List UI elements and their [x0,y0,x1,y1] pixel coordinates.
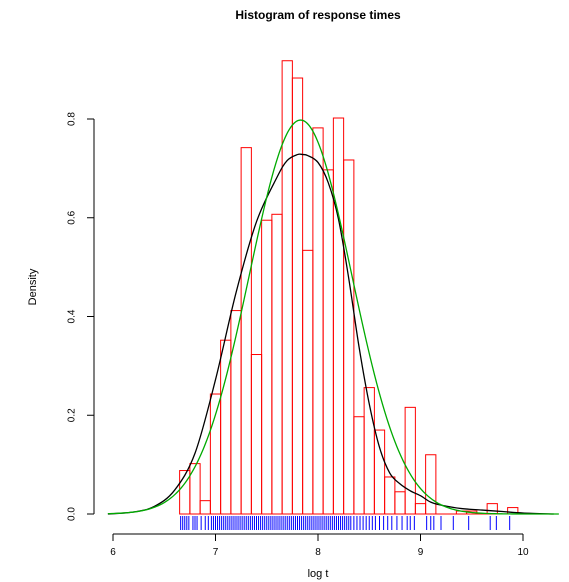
histogram-bar [199,500,211,515]
normal-fit-curve [107,119,559,515]
y-tick-label: 0.8 [67,112,78,126]
y-tick-label: 0.6 [67,210,78,224]
density-curve [107,153,554,515]
histogram-bar [343,159,355,515]
histogram-bar [332,117,345,515]
y-tick-label: 0.2 [67,408,78,422]
histogram-bar [394,491,406,515]
histogram-bar [189,463,201,515]
y-tick-label: 0.0 [67,507,78,521]
x-tick-label: 6 [110,547,116,558]
x-tick-label: 10 [517,547,529,558]
y-axis-label: Density [27,268,39,305]
histogram-bar [312,127,324,515]
histogram-bar [373,429,386,515]
x-axis-label: log t [308,568,329,580]
histogram-bar [250,354,263,515]
histogram-bar [240,147,252,515]
y-tick-label: 0.4 [67,309,78,323]
chart-title: Histogram of response times [235,8,401,22]
x-tick-label: 9 [418,547,424,558]
histogram-bar [230,310,242,515]
y-axis: 0.0 0.2 0.4 0.6 0.8 [67,112,95,521]
histogram-bar [271,213,283,515]
histogram-bars [179,60,519,515]
histogram-bar [353,416,365,515]
x-tick-label: 7 [213,547,219,558]
curves [107,119,559,515]
histogram-bar [261,219,273,515]
histogram-bar [291,77,304,515]
histogram-bar [486,503,498,515]
histogram-bar [404,406,416,515]
histogram-bar [281,60,293,515]
rug-marks [180,516,511,530]
histogram-bar [414,503,427,515]
x-tick-label: 8 [315,547,321,558]
histogram-bar [302,249,314,515]
x-axis: 6 7 8 9 10 [110,533,529,558]
histogram-bar [209,393,222,515]
histogram-bar [384,476,396,515]
histogram-bar [425,454,437,515]
histogram-bar [322,169,334,515]
